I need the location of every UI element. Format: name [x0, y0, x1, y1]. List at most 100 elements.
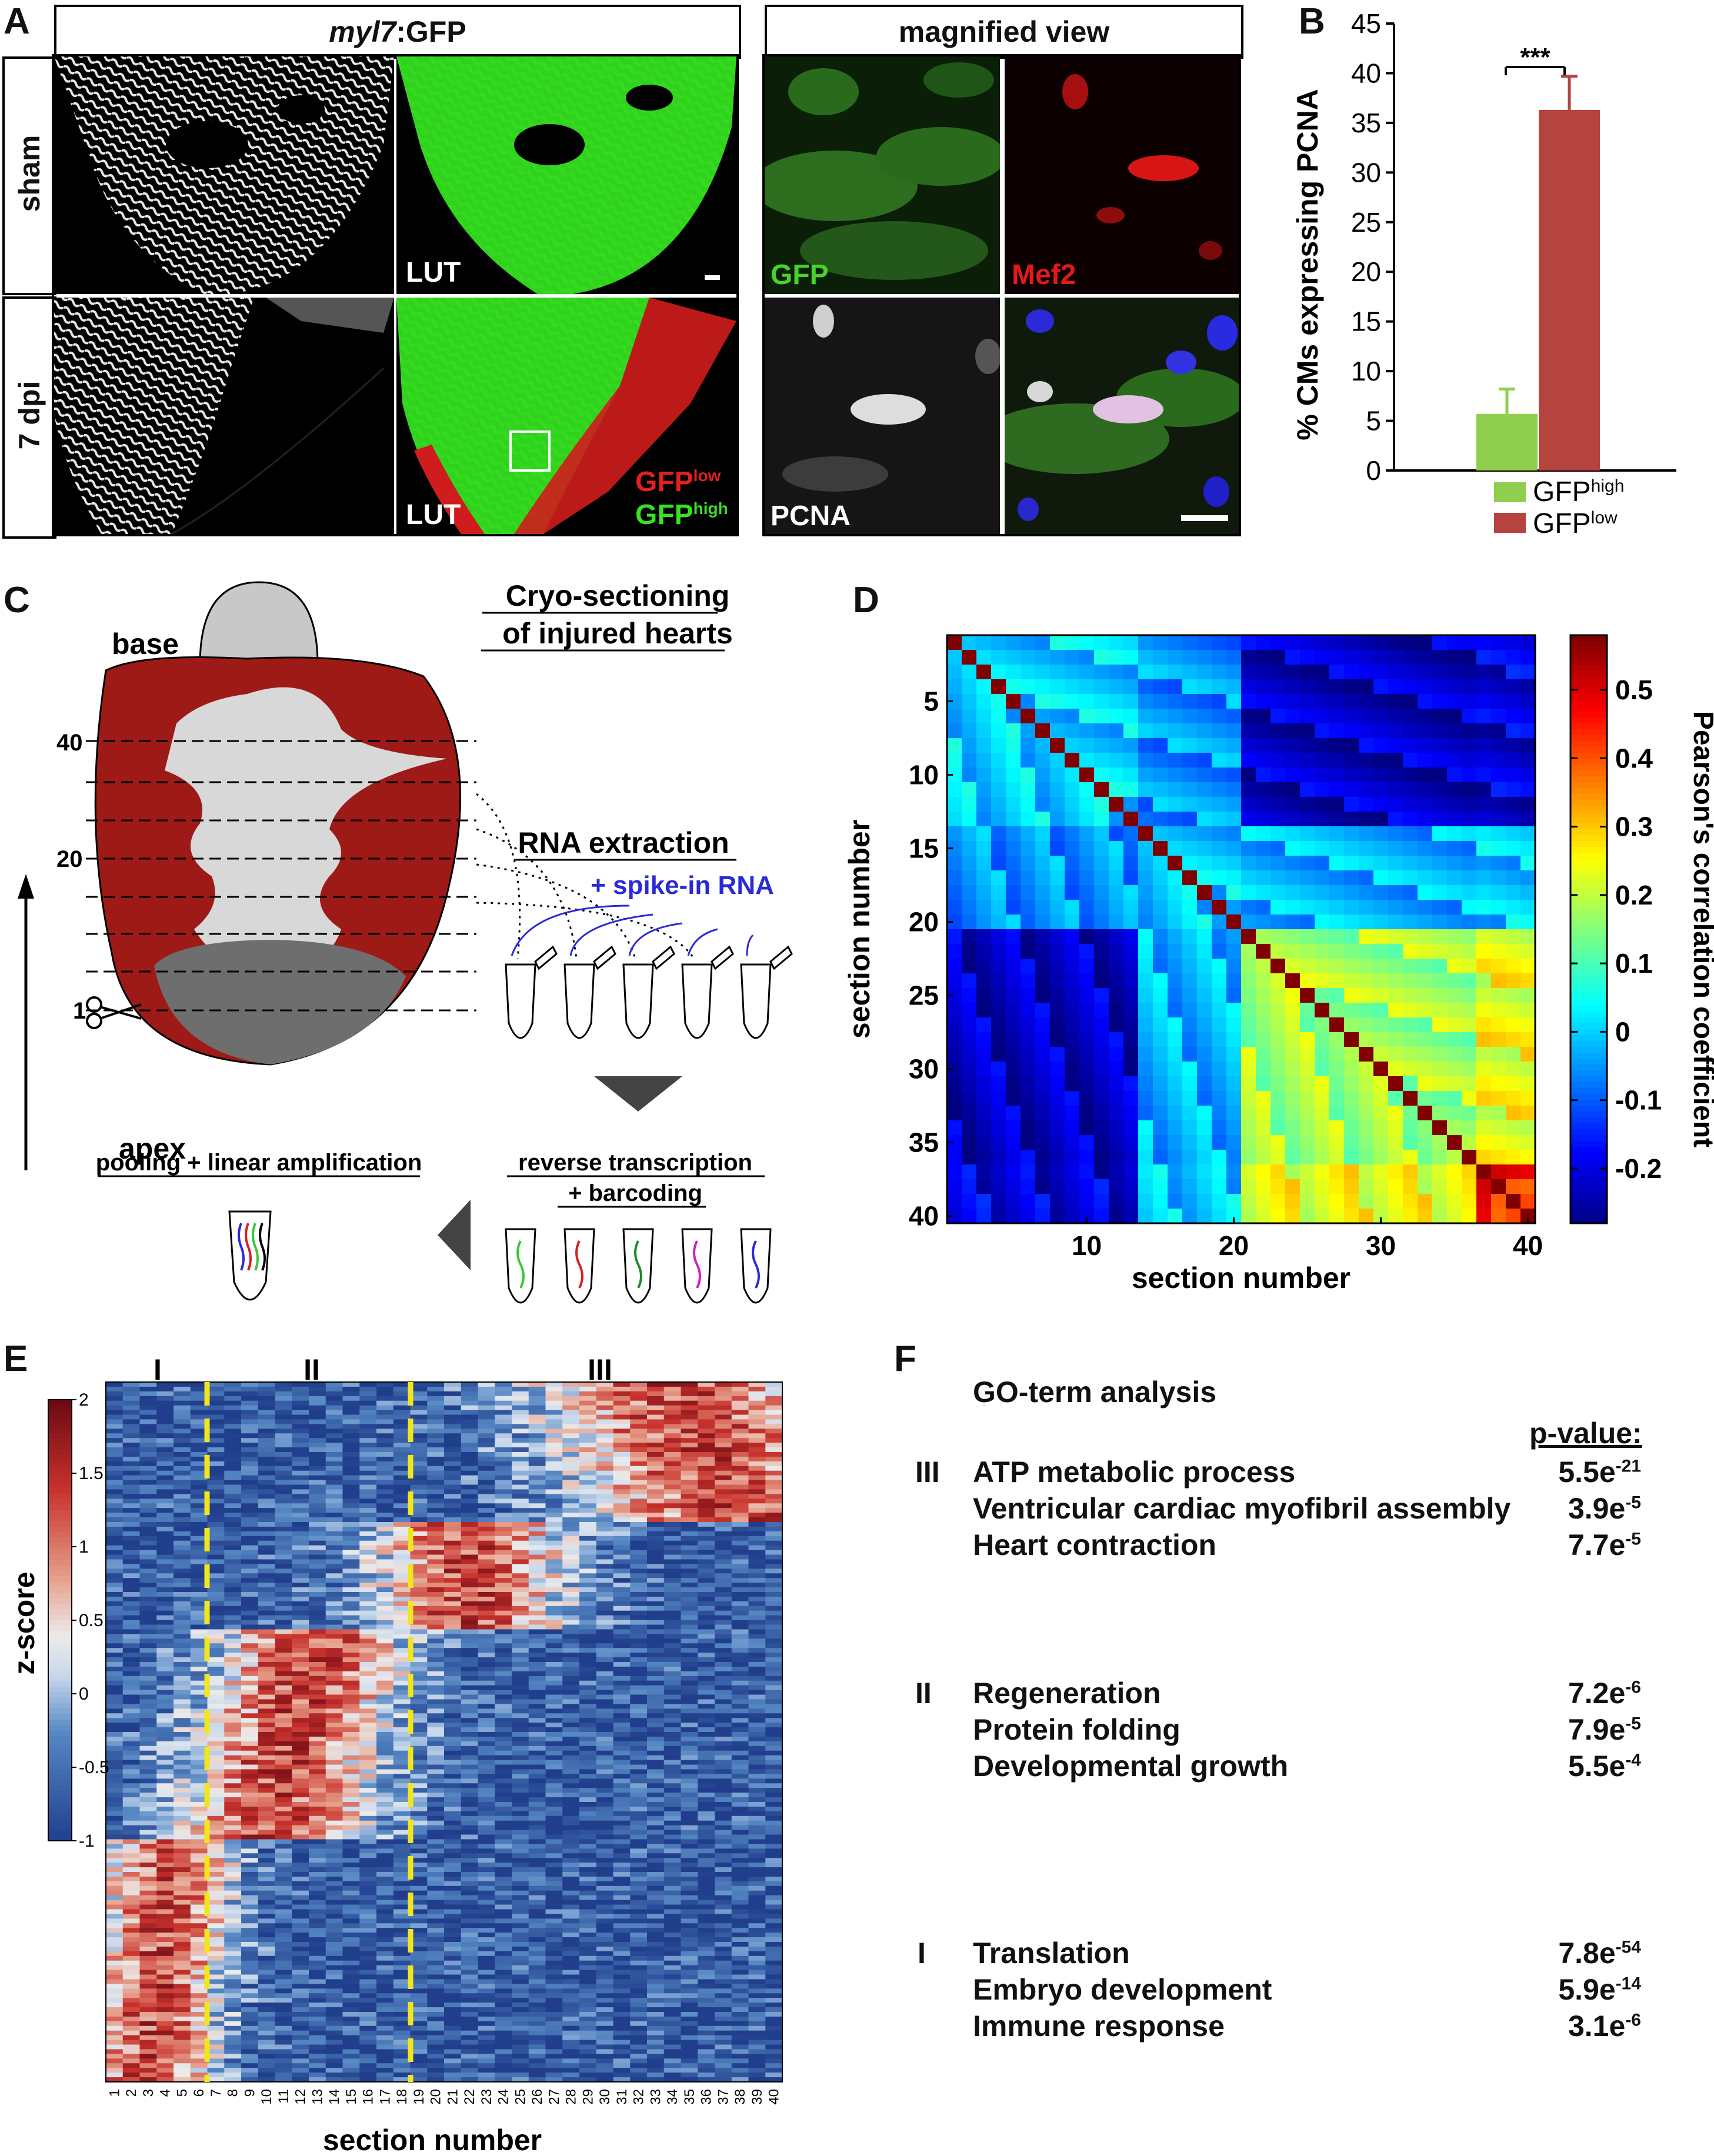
e-cell [698, 1704, 715, 1709]
e-cell [156, 1386, 174, 1392]
e-cell [224, 1662, 242, 1667]
d-cell [1476, 797, 1492, 812]
d-colorbar-label: 0.3 [1615, 812, 1653, 842]
e-cell [681, 1443, 698, 1448]
d-cell [1520, 1164, 1536, 1180]
e-cell [139, 1587, 157, 1593]
e-cell [156, 1704, 174, 1709]
d-cell [1373, 635, 1389, 650]
e-cell [698, 1624, 715, 1630]
e-cell [715, 1475, 732, 1481]
d-cell [1271, 1135, 1286, 1150]
e-cell [309, 1713, 326, 1718]
e-cell [681, 1554, 698, 1560]
e-cell [207, 1433, 225, 1439]
d-cell [1123, 782, 1139, 797]
d-cell [991, 723, 1006, 739]
e-cell [207, 1391, 225, 1397]
d-cell [1271, 694, 1286, 709]
e-cell [748, 1653, 766, 1658]
d-cell [1432, 1091, 1448, 1106]
e-cell [478, 1433, 495, 1439]
e-cell [681, 1573, 698, 1578]
e-cell [528, 1587, 546, 1593]
d-cell [1506, 679, 1521, 695]
d-cell [1035, 812, 1051, 827]
e-cell [241, 1438, 259, 1443]
d-cell [1050, 1047, 1065, 1062]
d-cell [962, 767, 977, 783]
e-cell [681, 1536, 698, 1541]
e-cell [495, 1536, 512, 1541]
e-cell [495, 1620, 512, 1626]
e-cell [122, 1424, 141, 1429]
e-cell [342, 1666, 360, 1672]
e-cell [342, 1596, 360, 1602]
e-cell [647, 1484, 665, 1490]
d-colorbar-step [1570, 1170, 1607, 1177]
d-cell [1520, 1003, 1536, 1018]
e-cell [512, 1676, 529, 1681]
e-cell [258, 1648, 276, 1653]
e-cell [630, 1526, 648, 1532]
d-cell [1344, 812, 1359, 827]
e-cell [698, 1629, 715, 1634]
d-cell [1462, 738, 1477, 753]
d-cell [1168, 1209, 1183, 1224]
e-cell [461, 1456, 479, 1462]
e-cell [562, 1634, 580, 1639]
e-cell [545, 1662, 563, 1667]
e-cell [292, 1662, 309, 1667]
e-cell [478, 1578, 495, 1583]
e-cell [698, 1568, 715, 1574]
e-cell [122, 1634, 141, 1639]
d-cell [1315, 959, 1330, 974]
e-cell [495, 1513, 512, 1518]
e-cell [139, 1662, 157, 1667]
d-cell [1491, 1209, 1506, 1224]
c-spike-in: + spike-in RNA [591, 871, 774, 900]
d-cell [1315, 1164, 1330, 1180]
d-cell [1212, 1003, 1227, 1018]
e-cell [258, 1456, 276, 1462]
d-cell [1491, 679, 1506, 695]
d-cell [1035, 870, 1051, 886]
d-cell [1241, 767, 1256, 783]
d-cell [1373, 1091, 1389, 1106]
panel-label-a: A [4, 1, 30, 42]
e-cell [139, 1629, 157, 1634]
e-cell [528, 1470, 546, 1476]
e-cell [512, 1517, 529, 1523]
e-cell [359, 1503, 377, 1508]
e-cell [359, 1638, 377, 1644]
e-cell [698, 1513, 715, 1518]
d-cell [1388, 1120, 1403, 1136]
e-cell [207, 1508, 225, 1513]
d-cell [1447, 915, 1462, 930]
e-cell [325, 1503, 344, 1508]
e-cell [241, 1741, 259, 1747]
e-cell [342, 1662, 360, 1667]
e-cell [562, 1648, 580, 1653]
d-cell [1520, 929, 1536, 944]
e-cell [241, 1587, 259, 1593]
e-cell [630, 1414, 648, 1420]
d-cell [1373, 944, 1389, 959]
e-cell [106, 1508, 124, 1513]
e-cell [596, 1690, 614, 1696]
d-cell [1447, 694, 1462, 709]
e-cell [376, 1638, 394, 1644]
e-cell [258, 1447, 276, 1453]
e-cell [325, 1400, 344, 1406]
e-cell [174, 1522, 191, 1527]
e-cell [715, 1550, 732, 1556]
e-cell [681, 1662, 698, 1667]
e-cell [156, 1662, 174, 1667]
e-cell [139, 1382, 157, 1387]
d-cell [1212, 841, 1227, 856]
d-cell [1491, 753, 1506, 768]
d-cell [1212, 826, 1227, 842]
e-cell [359, 1484, 377, 1490]
d-cell [1418, 1164, 1433, 1180]
e-cell [596, 1718, 614, 1723]
